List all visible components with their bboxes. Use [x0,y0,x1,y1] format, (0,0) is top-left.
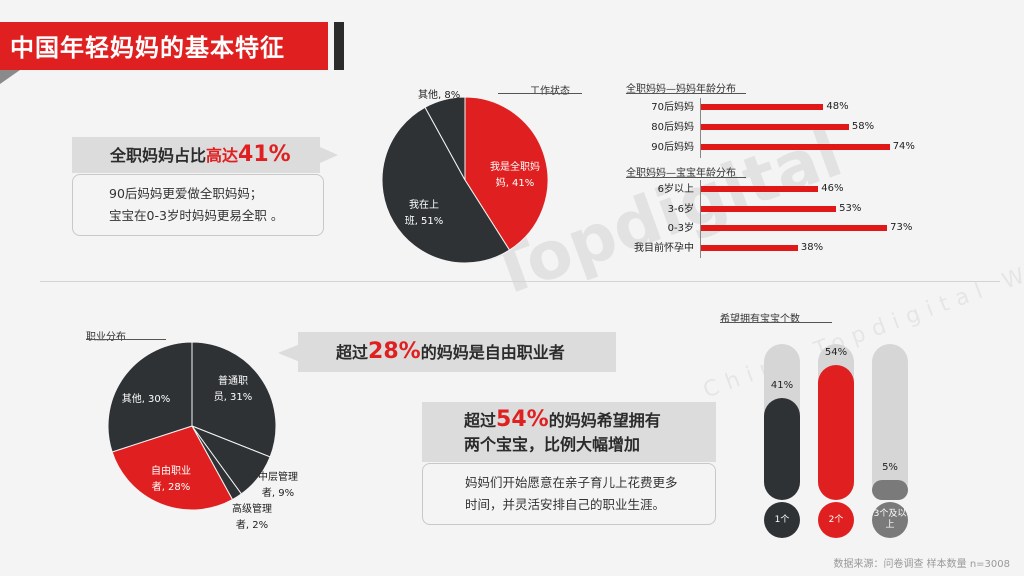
callout-line: 超过54%的妈妈希望拥有 [464,407,661,432]
baby-age-bar [701,205,837,212]
title-fold-decoration [0,70,20,84]
mom-age-axis [700,98,701,158]
baby-age-category-label: 我目前怀孕中 [634,242,694,254]
work-status-pie [381,96,549,264]
mom-age-underline [626,93,746,94]
occupation-pie [107,341,277,511]
page-title: 中国年轻妈妈的基本特征 [10,34,285,62]
capsule-track [872,344,908,500]
baby-age-value-label: 73% [890,222,913,233]
baby-age-category-label: 0-3岁 [667,223,694,234]
title-accent-mark [334,22,344,70]
work-status-underline [498,93,582,94]
mom-age-bar [701,144,890,150]
callout-text: 的妈妈是自由职业者 [420,343,565,362]
capsule-fill [872,480,908,500]
capsule-fill [818,365,854,500]
pie-slice-1 [191,341,277,458]
mom-age-category-label: 90后妈妈 [651,142,694,153]
title-banner [0,22,328,70]
mom-age-value-label: 74% [892,141,915,152]
baby-age-bar [701,244,798,251]
mom-age-category-label: 70后妈妈 [651,102,694,113]
baby-age-value-label: 46% [821,183,844,194]
description-line: 宝宝在0-3岁时妈妈更易全职 。 [109,208,284,223]
pie-label-staff: 普通职 员, 31% [213,376,253,403]
mom-age-bar [701,124,849,130]
callout-red-text: 高达 [206,146,239,165]
description-line: 妈妈们开始愿意在亲子育儿上花费更多 [465,475,678,490]
baby-age-title: 全职妈妈—宝宝年龄分布 [626,168,736,179]
pie-label-freelance: 自由职业 者, 28% [151,466,191,493]
callout-two-babies: 超过54%的妈妈希望拥有 两个宝宝，比例大幅增加 [422,402,716,462]
capsule-value-label: 41% [770,379,794,391]
pie-label-senior-mgmt: 高级管理 者, 2% [232,504,272,531]
pie-label-other2: 其他, 30% [121,394,171,405]
section-divider [40,281,1000,282]
description-line: 90后妈妈更爱做全职妈妈； [109,186,263,201]
capsule-value-label: 5% [882,462,898,473]
callout-pointer [320,147,338,163]
pie-label-working: 我在上 班, 51% [404,200,444,227]
callout-number: 28% [368,339,421,364]
mom-age-value-label: 58% [851,121,875,132]
pie-label-middle-mgmt: 中层管理 者, 9% [258,472,298,499]
description-box-1: 90后妈妈更爱做全职妈妈； 宝宝在0-3岁时妈妈更易全职 。 [72,174,324,236]
pie-slice-2 [381,106,511,264]
callout-pointer-2 [278,344,300,362]
callout-text: 全职妈妈占比 [110,146,207,165]
data-source: 数据来源：问卷调查 样本数量 n=3008 [833,559,1010,570]
callout-line: 两个宝宝，比例大幅增加 [464,435,641,454]
babies-wanted-underline [720,322,832,323]
capsule-fill [764,397,800,500]
capsule-category-label: 1个 [764,502,800,538]
callout-freelance: 超过28%的妈妈是自由职业者 [298,332,616,372]
callout-fulltime-moms: 全职妈妈占比高达41% [72,137,320,173]
baby-age-value-label: 38% [800,241,824,253]
callout-number: 41% [238,142,291,167]
pie-label-other: 其他, 8% [418,90,461,101]
pie-slice-4 [111,425,234,511]
mom-age-value-label: 48% [826,101,849,112]
callout-text: 超过 [336,343,369,362]
mom-age-category-label: 80后妈妈 [651,122,694,133]
pie-label-fulltime: 我是全职妈 妈, 41% [490,162,540,189]
mom-age-title: 全职妈妈—妈妈年龄分布 [626,84,736,95]
callout-number: 54% [496,407,549,432]
capsule-category-label: 2个 [818,502,854,538]
work-status-title: 工作状态 [530,86,570,97]
description-box-3: 妈妈们开始愿意在亲子育儿上花费更多 时间，并灵活安排自己的职业生涯。 [422,463,716,525]
capsule-category-label: 3个及以上 [872,502,908,538]
baby-age-value-label: 53% [839,202,862,214]
pie-slice-3 [424,96,466,181]
baby-age-category-label: 6岁以上 [657,184,694,195]
baby-age-underline [626,177,746,178]
baby-age-axis [700,180,701,258]
occupation-title: 职业分布 [86,332,126,343]
pie-slice-5 [107,341,193,453]
description-line: 时间，并灵活安排自己的职业生涯。 [465,497,666,512]
capsule-value-label: 54% [824,347,848,359]
babies-wanted-title: 希望拥有宝宝个数 [720,314,800,325]
baby-age-bar [701,186,819,192]
occupation-underline [86,339,166,340]
baby-age-bar [701,225,888,231]
baby-age-category-label: 3-6岁 [667,203,694,215]
mom-age-bar [701,104,824,110]
